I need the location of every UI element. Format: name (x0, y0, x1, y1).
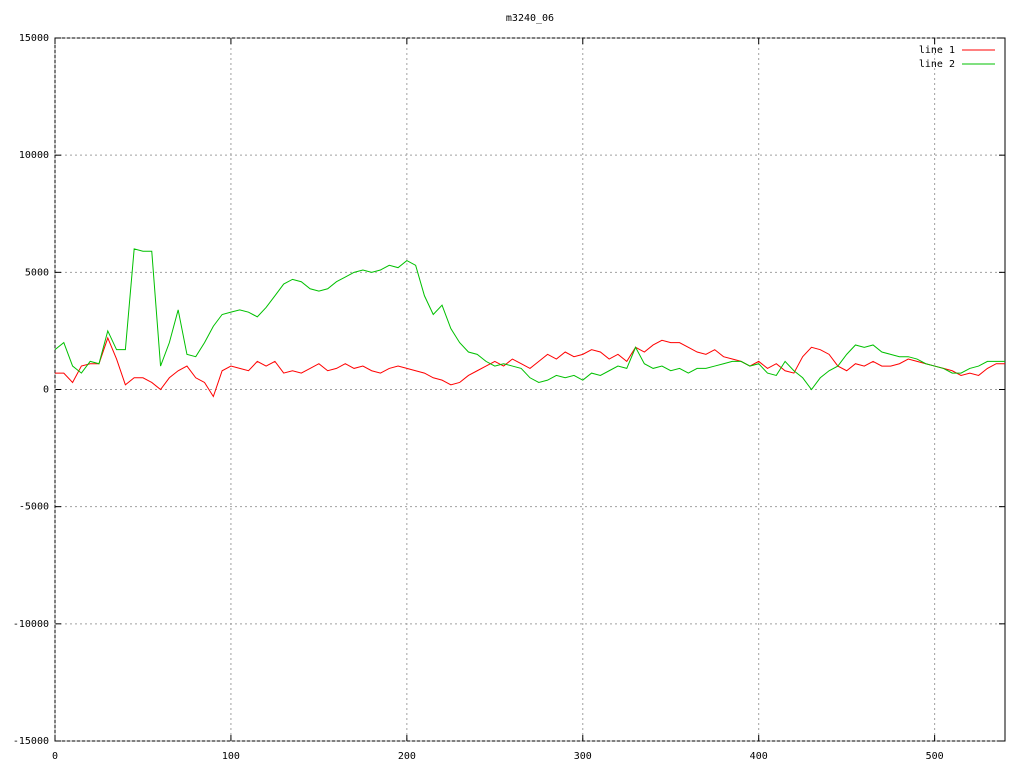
y-tick-label: 5000 (25, 267, 49, 278)
data-line (55, 336, 1005, 398)
y-tick-label: 0 (43, 385, 49, 396)
y-tick-label: -10000 (13, 619, 49, 630)
y-tick-label: 15000 (19, 33, 49, 44)
x-tick-label: 400 (750, 751, 768, 762)
y-tick-label: -5000 (19, 502, 49, 513)
y-tick-label: -15000 (13, 736, 49, 747)
x-tick-label: 0 (52, 751, 58, 762)
chart-title: m3240_06 (506, 13, 554, 24)
legend-label: line 2 (919, 59, 955, 70)
data-line (54, 248, 1005, 391)
x-tick-label: 500 (926, 751, 944, 762)
x-tick-label: 200 (398, 751, 416, 762)
x-tick-label: 300 (574, 751, 592, 762)
x-tick-label: 100 (222, 751, 240, 762)
legend-label: line 1 (919, 45, 955, 56)
y-tick-label: 10000 (19, 150, 49, 161)
